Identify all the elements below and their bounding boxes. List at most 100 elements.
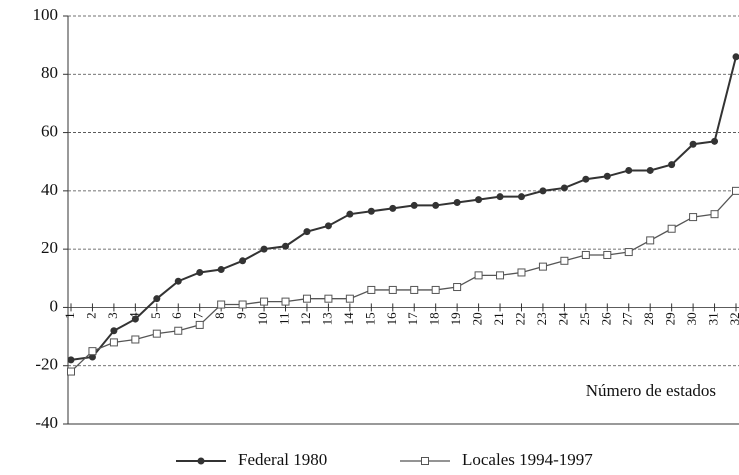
point xyxy=(110,327,118,335)
point xyxy=(324,294,333,303)
point xyxy=(603,172,611,180)
point xyxy=(517,193,525,201)
x-tick-label: 16 xyxy=(384,312,399,326)
point xyxy=(88,353,96,361)
y-tick-label: 60 xyxy=(41,121,58,140)
point xyxy=(689,140,697,148)
point xyxy=(496,271,505,280)
x-tick-label: 14 xyxy=(341,312,356,326)
point xyxy=(560,184,568,192)
x-tick-label: 9 xyxy=(234,312,249,319)
point xyxy=(131,315,139,323)
point xyxy=(432,201,440,209)
y-tick-label: 80 xyxy=(41,63,58,82)
series-line xyxy=(70,190,737,373)
point xyxy=(281,297,290,306)
y-tick-label: 40 xyxy=(41,180,58,199)
point xyxy=(238,300,247,309)
point xyxy=(453,199,461,207)
point xyxy=(732,53,739,61)
point xyxy=(667,224,676,233)
y-tick-label: 20 xyxy=(41,238,58,257)
point xyxy=(195,320,204,329)
x-tick-label: 30 xyxy=(684,312,699,325)
x-tick-label: 3 xyxy=(105,312,120,319)
point xyxy=(710,210,719,219)
x-tick-label: 21 xyxy=(491,312,506,325)
point xyxy=(109,338,118,347)
x-tick-label: 26 xyxy=(598,312,613,326)
x-tick-label: 32 xyxy=(727,312,739,325)
y-tick-label: 0 xyxy=(50,296,59,315)
point xyxy=(496,193,504,201)
x-tick-label: 25 xyxy=(577,312,592,325)
x-tick-label: 13 xyxy=(319,312,334,325)
x-tick-label: 29 xyxy=(663,312,678,325)
series-line xyxy=(70,56,737,361)
point xyxy=(646,236,655,245)
point xyxy=(346,210,354,218)
point xyxy=(303,228,311,236)
x-tick-label: 4 xyxy=(126,312,141,319)
x-tick-label: 10 xyxy=(255,312,270,325)
point xyxy=(603,250,612,259)
point xyxy=(239,257,247,265)
point xyxy=(282,242,290,250)
point xyxy=(431,285,440,294)
point xyxy=(560,256,569,265)
x-tick-label: 6 xyxy=(169,312,184,319)
point xyxy=(217,266,225,274)
point xyxy=(367,207,375,215)
x-tick-label: 28 xyxy=(641,312,656,325)
x-tick-label: 19 xyxy=(448,312,463,325)
point xyxy=(153,295,161,303)
point xyxy=(624,248,633,257)
x-tick-label: 27 xyxy=(620,312,635,326)
x-tick-label: 31 xyxy=(706,312,721,325)
point xyxy=(152,329,161,338)
point xyxy=(302,294,311,303)
legend-label: Locales 1994-1997 xyxy=(462,450,593,469)
point xyxy=(410,285,419,294)
x-tick-label: 15 xyxy=(362,312,377,325)
x-tick-label: 11 xyxy=(277,312,292,325)
y-tick-label: 100 xyxy=(33,5,59,24)
point xyxy=(324,222,332,230)
point xyxy=(475,196,483,204)
point xyxy=(367,285,376,294)
point xyxy=(410,201,418,209)
x-tick-label: 5 xyxy=(148,312,163,319)
point xyxy=(517,268,526,277)
point xyxy=(260,245,268,253)
point xyxy=(581,250,590,259)
point xyxy=(174,277,182,285)
x-tick-label: 22 xyxy=(512,312,527,325)
x-tick-label: 1 xyxy=(62,312,77,319)
point xyxy=(625,166,633,174)
point xyxy=(131,335,140,344)
point xyxy=(668,161,676,169)
point xyxy=(345,294,354,303)
point xyxy=(260,297,269,306)
x-tick-label: 18 xyxy=(427,312,442,325)
point xyxy=(711,137,719,145)
point xyxy=(217,300,226,309)
point xyxy=(196,268,204,276)
legend-marker xyxy=(421,457,429,465)
x-tick-label: 23 xyxy=(534,312,549,325)
point xyxy=(538,262,547,271)
x-tick-label: 7 xyxy=(191,312,206,319)
point xyxy=(646,166,654,174)
point xyxy=(582,175,590,183)
point xyxy=(474,271,483,280)
x-tick-label: 8 xyxy=(212,312,227,319)
x-tick-label: 24 xyxy=(555,312,570,326)
legend-marker xyxy=(197,457,205,465)
x-tick-label: 2 xyxy=(83,312,98,319)
legend-label: Federal 1980 xyxy=(238,450,327,469)
point xyxy=(389,204,397,212)
point xyxy=(67,367,75,376)
point xyxy=(539,187,547,195)
point xyxy=(388,285,397,294)
